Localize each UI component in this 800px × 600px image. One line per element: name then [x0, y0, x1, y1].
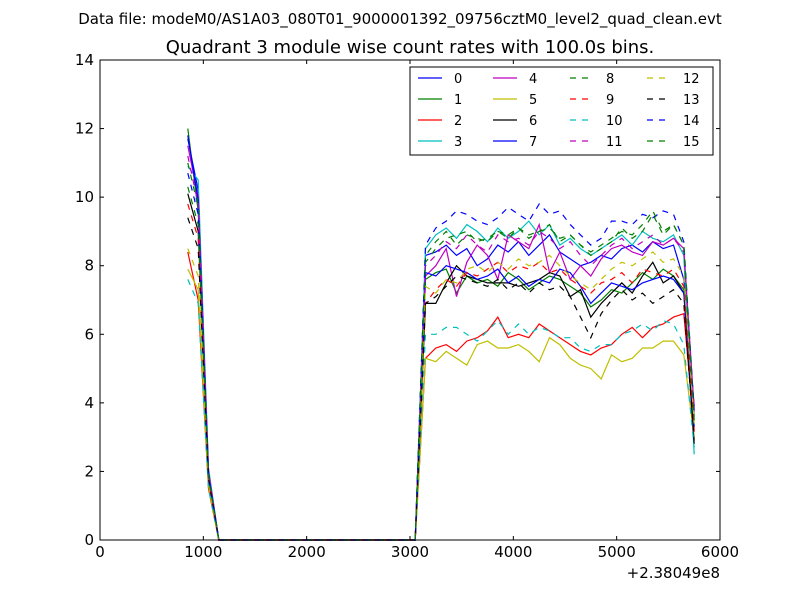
legend-label-10: 10: [606, 114, 623, 129]
y-tick-label: 12: [75, 120, 94, 138]
legend-label-4: 4: [529, 72, 537, 87]
series-line-8: [187, 162, 695, 541]
series-line-5: [187, 268, 695, 541]
legend-label-2: 2: [454, 114, 462, 129]
legend-label-6: 6: [529, 114, 537, 129]
legend-label-9: 9: [606, 93, 614, 108]
legend-label-5: 5: [529, 93, 537, 108]
legend-label-8: 8: [606, 72, 614, 87]
legend-label-15: 15: [683, 135, 700, 150]
figure-suptitle: Data file: modeM0/AS1A03_080T01_90000013…: [78, 10, 722, 29]
x-tick-label: 1000: [184, 543, 222, 561]
series-line-3: [187, 165, 695, 541]
x-tick-label: 3000: [391, 543, 429, 561]
legend-label-3: 3: [454, 135, 462, 150]
legend-label-12: 12: [683, 72, 700, 87]
y-tick-label: 0: [84, 531, 94, 549]
series-line-13: [187, 217, 695, 541]
series-line-6: [187, 193, 695, 541]
y-tick-label: 8: [84, 257, 94, 275]
legend-label-1: 1: [454, 93, 462, 108]
x-tick-label: 5000: [598, 543, 636, 561]
x-tick-label: 0: [95, 543, 105, 561]
y-tick-label: 6: [84, 325, 94, 343]
series-line-10: [187, 279, 695, 541]
legend-label-13: 13: [683, 93, 700, 108]
legend-box: [409, 66, 714, 156]
series-line-1: [187, 128, 695, 541]
x-tick-label: 4000: [494, 543, 532, 561]
series-line-0: [187, 138, 695, 541]
series-line-9: [187, 203, 695, 541]
legend-label-14: 14: [683, 114, 700, 129]
series-line-4: [187, 145, 695, 541]
x-tick-label: 2000: [288, 543, 326, 561]
x-tick-label: 6000: [701, 543, 739, 561]
legend-label-11: 11: [606, 135, 623, 150]
x-offset-label: +2.38049e8: [627, 564, 720, 582]
y-tick-label: 14: [75, 51, 94, 69]
legend-label-7: 7: [529, 135, 537, 150]
series-line-11: [187, 155, 695, 541]
legend-label-0: 0: [454, 72, 462, 87]
chart-title: Quadrant 3 module wise count rates with …: [166, 37, 655, 58]
y-tick-label: 10: [75, 188, 94, 206]
y-tick-label: 4: [84, 394, 94, 412]
y-tick-label: 2: [84, 462, 94, 480]
series-line-2: [187, 251, 695, 541]
series-line-15: [187, 186, 695, 541]
series-layer: [187, 128, 695, 541]
